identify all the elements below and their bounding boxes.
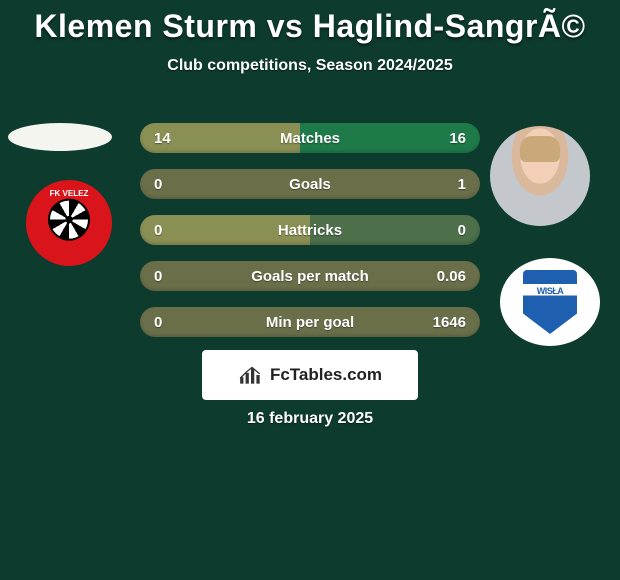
comparison-right-value: 1646 [433,314,466,331]
comparison-label: Goals [140,176,480,193]
watermark-text: FcTables.com [270,365,382,385]
comparison-right-value: 1 [458,176,466,193]
comparison-label: Hattricks [140,222,480,239]
player-left-avatar [8,123,112,151]
comparison-left-value: 0 [154,268,162,285]
comparison-row: 14Matches16 [140,123,480,153]
comparison-row: 0Goals per match0.06 [140,261,480,291]
comparison-left-value: 0 [154,314,162,331]
comparison-label: Min per goal [140,314,480,331]
date-text: 16 february 2025 [0,410,620,428]
bar-chart-icon [238,364,264,386]
comparison-label: Goals per match [140,268,480,285]
comparison-left-value: 14 [154,130,171,147]
comparison-right-value: 16 [449,130,466,147]
comparison-bars: 14Matches160Goals10Hattricks00Goals per … [140,123,480,353]
watermark: FcTables.com [202,350,418,400]
comparison-left-value: 0 [154,176,162,193]
player-right-avatar [490,126,590,226]
comparison-row: 0Min per goal1646 [140,307,480,337]
comparison-label: Matches [140,130,480,147]
player-left-club-crest [20,180,118,266]
comparison-row: 0Goals1 [140,169,480,199]
player-right-club-crest [500,258,600,346]
page-subtitle: Club competitions, Season 2024/2025 [0,57,620,75]
comparison-right-value: 0.06 [437,268,466,285]
comparison-left-value: 0 [154,222,162,239]
comparison-row: 0Hattricks0 [140,215,480,245]
comparison-right-value: 0 [458,222,466,239]
page-title: Klemen Sturm vs Haglind-SangrÃ© [0,0,620,45]
